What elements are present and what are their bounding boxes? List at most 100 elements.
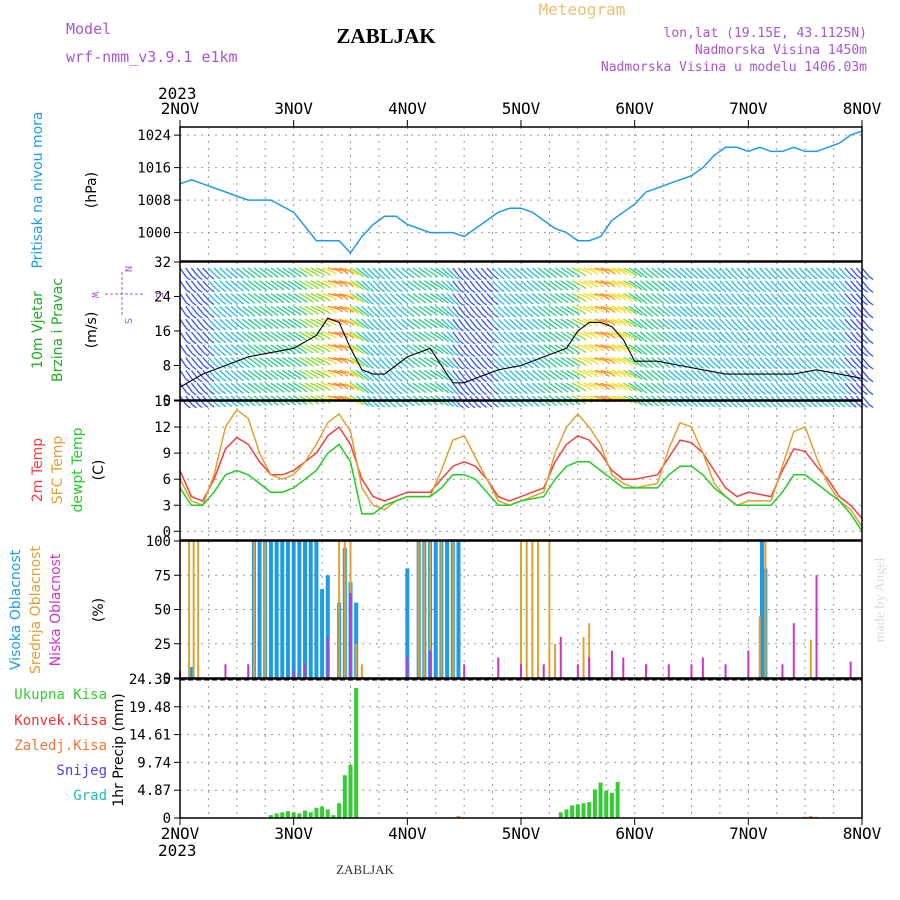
wind-barb-flag <box>738 403 744 408</box>
wind-barb-flag <box>268 273 273 278</box>
wind-barb-flag <box>250 389 256 394</box>
wind-barb <box>810 267 820 277</box>
wind-barb <box>753 280 762 290</box>
wind-barb-flag <box>279 350 285 355</box>
wind-barb-flag <box>721 403 727 408</box>
cloud-bar <box>320 588 325 678</box>
wind-barb <box>207 382 217 392</box>
wind-barb-flag <box>704 403 710 408</box>
wind-barb <box>264 293 275 301</box>
wind-barb <box>225 357 235 366</box>
wind-barb-flag <box>744 377 749 383</box>
wind-barb <box>838 344 848 354</box>
wind-barb <box>708 267 717 277</box>
wind-barb-flag <box>840 390 846 395</box>
wind-barb-flag <box>812 313 818 318</box>
wind-barb-flag <box>648 338 654 343</box>
wind-barb-flag <box>239 351 244 356</box>
wind-barb <box>492 293 501 302</box>
wind-barb <box>378 357 387 367</box>
wind-barb <box>645 280 655 289</box>
wind-barb <box>185 370 193 380</box>
wind-barb-flag <box>482 288 487 293</box>
wind-barb-flag <box>359 375 365 380</box>
wind-barb-flag <box>338 282 343 287</box>
wind-barb-flag <box>557 389 563 394</box>
wind-barb-flag <box>262 363 268 368</box>
wind-barb <box>611 356 623 362</box>
wind-barb-flag <box>800 326 806 331</box>
wind-barb <box>764 331 774 341</box>
wind-barb-flag <box>320 336 326 341</box>
wind-barb <box>776 344 785 354</box>
wind-speed-line <box>179 317 863 388</box>
wind-barb <box>725 344 734 354</box>
wind-barb-flag <box>449 338 454 343</box>
wind-barb <box>844 280 853 290</box>
wind-barb-flag <box>704 364 710 369</box>
wind-barb-flag <box>464 289 470 294</box>
wind-barb-flag <box>599 296 605 301</box>
wind-barb <box>531 344 542 353</box>
wind-barb <box>264 267 275 275</box>
wind-barb <box>719 293 728 303</box>
wind-barb-flag <box>772 365 778 370</box>
wind-barb-flag <box>704 339 710 344</box>
wind-barb-flag <box>415 338 421 343</box>
wind-barb <box>299 305 310 313</box>
wind-barb <box>202 382 211 392</box>
wind-barb <box>594 331 606 336</box>
wind-barb-flag <box>857 365 863 370</box>
wind-barb <box>838 318 848 328</box>
wind-barb-flag <box>778 390 783 395</box>
wind-barb <box>730 280 740 290</box>
wind-barb-flag <box>415 389 421 394</box>
wind-barb <box>679 344 689 353</box>
wind-barb-flag <box>433 375 438 380</box>
wind-barb <box>730 331 740 341</box>
wind-barb-flag <box>835 365 840 370</box>
wind-barb-flag <box>563 299 569 304</box>
wind-barb <box>207 280 217 290</box>
wind-barb-flag <box>693 313 699 318</box>
wind-barb-flag <box>699 377 704 382</box>
wind-barb <box>787 305 797 315</box>
wind-barb <box>435 344 445 352</box>
wind-barb <box>623 369 634 376</box>
wind-barb-flag <box>851 403 857 408</box>
wind-barb-flag <box>621 335 627 340</box>
wind-barb <box>310 331 321 338</box>
wind-barb <box>287 369 298 377</box>
wind-barb <box>617 280 629 286</box>
wind-barb-flag <box>233 313 239 318</box>
wind-barb-flag <box>209 288 215 293</box>
wind-barb-flag <box>761 339 766 344</box>
wind-barb <box>645 293 655 302</box>
wind-barb-flag <box>285 299 291 304</box>
wind-barb-flag <box>505 288 511 293</box>
wind-barb-flag <box>522 300 528 305</box>
wind-barb <box>537 344 548 353</box>
wind-barb-flag <box>427 273 433 278</box>
wind-barb-flag <box>221 377 227 382</box>
wind-barb <box>242 331 252 340</box>
wind-barb <box>355 344 366 353</box>
wind-barb <box>440 382 451 392</box>
wind-barb <box>781 331 791 341</box>
panel-frame <box>179 400 863 541</box>
wind-barb-flag <box>369 364 375 369</box>
wind-barb <box>429 331 440 339</box>
wind-barb-flag <box>439 298 444 303</box>
wind-barb-flag <box>557 350 563 355</box>
wind-barb <box>418 280 429 288</box>
wind-barb <box>708 369 717 379</box>
wind-barb-flag <box>534 389 540 394</box>
wind-barb <box>606 331 617 336</box>
wind-barb-flag <box>511 313 517 318</box>
wind-barb-flag <box>482 275 487 280</box>
wind-barb <box>287 357 298 365</box>
wind-barb-flag <box>818 288 823 293</box>
wind-barb-flag <box>191 353 197 358</box>
wind-barb-flag <box>464 276 470 281</box>
wind-barb-flag <box>710 300 716 305</box>
